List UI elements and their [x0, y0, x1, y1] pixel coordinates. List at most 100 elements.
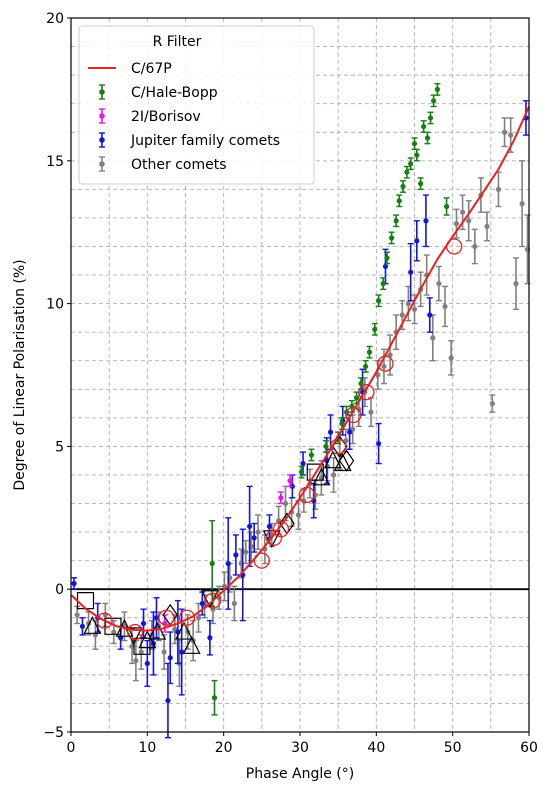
legend-point-swatch	[99, 137, 105, 143]
jfc-point	[199, 600, 205, 607]
legend-box	[78, 25, 315, 185]
jfc-point	[153, 615, 160, 621]
jfc-point	[408, 269, 414, 275]
x-tick-label: 20	[215, 740, 233, 756]
jfc-point	[266, 523, 273, 529]
x-tick-label: 40	[367, 740, 385, 756]
hale-bopp-point	[411, 141, 418, 147]
x-tick-label: 50	[444, 740, 462, 756]
jfc-point	[251, 535, 257, 541]
hale-bopp-point	[408, 161, 414, 167]
other-comets-point	[466, 218, 472, 224]
black-marker-triangle-down	[124, 627, 143, 646]
other-comets-point	[453, 221, 460, 227]
c67p-circle-marker	[96, 612, 113, 629]
x-tick-label: 60	[520, 740, 538, 756]
other-comets-point	[495, 186, 502, 192]
x-tick-label: 30	[291, 740, 309, 756]
borisov-point	[287, 478, 293, 484]
jfc-point	[79, 623, 86, 629]
legend-point-swatch	[99, 89, 105, 95]
legend-entry: Jupiter family comets	[99, 132, 280, 149]
other-comets-point	[484, 223, 490, 230]
legend-label: C/Hale-Bopp	[131, 85, 218, 101]
other-comets-point	[399, 312, 405, 318]
other-comets-point	[74, 612, 80, 618]
other-comets-point	[255, 529, 261, 535]
jfc-point	[347, 429, 353, 435]
other-comets-point	[513, 281, 519, 287]
legend-entries: C/67P C/Hale-Bopp 2I/Borisov Jupiter family…	[88, 61, 280, 173]
c67p-circle-marker	[272, 521, 290, 538]
other-comets-point	[129, 643, 135, 649]
c67p-circle-marker	[358, 383, 375, 401]
c67p-circle-marker	[298, 486, 316, 504]
legend-point-swatch	[99, 161, 105, 167]
jfc-point	[423, 218, 429, 224]
borisov-point	[278, 495, 284, 501]
black-marker-square	[76, 592, 95, 610]
hale-bopp-point	[427, 115, 434, 121]
hale-bopp-point	[424, 135, 431, 141]
y-tick-label: 5	[55, 439, 64, 455]
legend-label: Other comets	[131, 157, 227, 173]
y-tick-label: 20	[46, 11, 64, 27]
hale-bopp-point	[358, 380, 364, 387]
hale-bopp-point	[323, 443, 329, 449]
legend-title: R Filter	[153, 34, 202, 50]
hale-bopp-point	[443, 203, 450, 210]
black-marker-triangle	[83, 615, 102, 634]
other-comets-point	[519, 201, 525, 207]
other-comets-point	[295, 512, 302, 518]
other-comets-point	[231, 600, 237, 607]
black-marker-diamond	[338, 449, 355, 472]
black-marker-triangle	[148, 621, 167, 640]
jfc-point	[165, 697, 171, 704]
other-comets-point	[330, 472, 337, 478]
hale-bopp-point	[376, 298, 382, 304]
black-marker-square	[306, 463, 324, 481]
hale-bopp-point	[298, 469, 305, 475]
y-axis-ticks: −5 0 5 10 15 20	[43, 11, 71, 741]
c67p-circle-marker	[178, 609, 196, 626]
x-axis-label: Phase Angle (°)	[246, 766, 354, 782]
other-comets-point	[448, 355, 454, 361]
other-comets-point	[501, 129, 508, 135]
legend-label: 2I/Borisov	[131, 109, 201, 125]
hale-bopp-point	[366, 349, 373, 355]
hale-bopp-point	[308, 452, 315, 458]
other-comets-point	[138, 649, 144, 655]
jfc-point	[376, 440, 382, 447]
other-comets-point	[243, 549, 249, 555]
legend-entry: C/Hale-Bopp	[99, 84, 218, 101]
jfc-point	[300, 460, 306, 467]
jfc-point	[382, 263, 389, 270]
hale-bopp-point	[363, 363, 369, 370]
jfc-point	[233, 552, 239, 558]
black-marker-triangle	[323, 450, 342, 469]
data-layer	[70, 82, 531, 739]
hale-bopp-point	[396, 198, 402, 204]
c67p-circle-marker	[204, 592, 222, 609]
legend-entry: C/67P	[88, 61, 172, 77]
c67p-circle-marker	[253, 552, 270, 569]
c67p-circle-marker	[330, 438, 347, 455]
other-comets-point	[111, 629, 117, 635]
y-tick-label: 15	[46, 154, 64, 170]
hale-bopp-point	[421, 123, 427, 130]
jfc-point	[140, 620, 147, 627]
legend-entry: Other comets	[99, 156, 227, 173]
legend-label: C/67P	[131, 61, 172, 77]
hale-bopp-point	[389, 235, 395, 241]
other-comets-point	[133, 658, 139, 664]
other-comets-point	[489, 400, 495, 407]
x-tick-label: 0	[67, 740, 76, 756]
jfc-point	[144, 660, 150, 667]
hale-bopp-point	[209, 560, 215, 567]
other-comets-point	[161, 649, 167, 655]
hale-bopp-point	[418, 181, 424, 187]
hale-bopp-point	[414, 152, 420, 158]
hale-bopp-point	[339, 420, 345, 427]
other-comets-point	[411, 306, 418, 312]
y-axis-label: Degree of Linear Polarisation (%)	[12, 259, 28, 490]
